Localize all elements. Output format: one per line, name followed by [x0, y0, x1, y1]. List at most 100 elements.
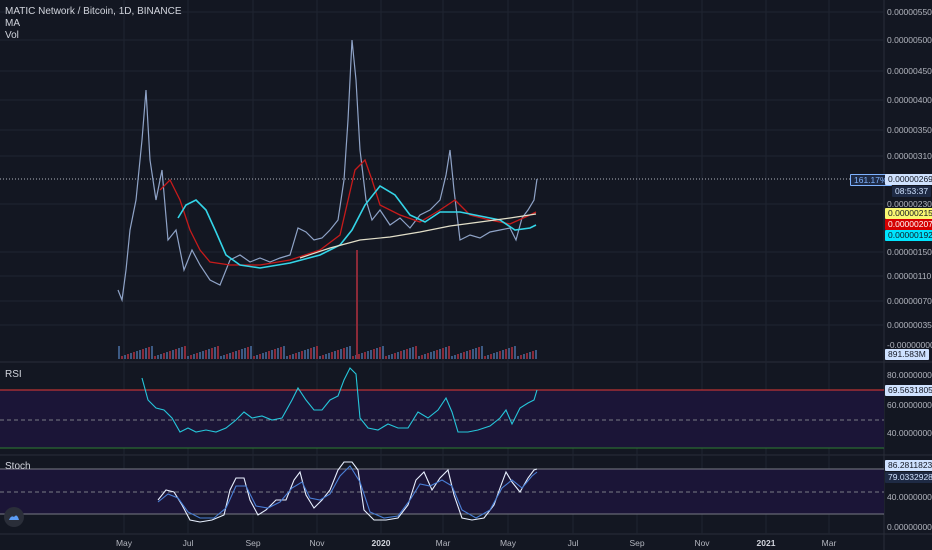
time-axis-label: Nov: [309, 538, 325, 548]
volume-bar: [247, 347, 249, 359]
volume-bar: [310, 348, 312, 359]
volume-bar: [340, 349, 342, 359]
volume-bar: [190, 355, 192, 359]
volume-bar: [382, 346, 384, 359]
stoch-axis-label: 0.00000000: [887, 522, 932, 532]
volume-bar: [514, 346, 516, 359]
volume-bar: [379, 347, 381, 359]
volume-bar: [337, 350, 339, 359]
price-axis-label: 0.00000070: [887, 296, 932, 306]
volume-bar: [535, 350, 537, 359]
volume-bar: [265, 352, 267, 359]
volume-bar: [199, 352, 201, 359]
volume-bar: [394, 353, 396, 359]
volume-bar: [508, 348, 510, 359]
volume-bar: [367, 351, 369, 359]
volume-bar: [124, 355, 126, 359]
volume-bar: [475, 348, 477, 359]
volume-bar: [505, 349, 507, 359]
volume-bar: [373, 349, 375, 359]
volume-bar: [526, 353, 528, 359]
ma2-price-tag: 0.00000207: [885, 219, 932, 230]
volume-bar: [211, 348, 213, 359]
price-axis-label: 0.00000450: [887, 66, 932, 76]
volume-bar: [262, 353, 264, 359]
price-axis-label: 0.00000550: [887, 7, 932, 17]
volume-bar: [352, 356, 354, 359]
rsi-value-tag: 69.56318057: [885, 385, 932, 396]
volume-bar: [433, 351, 435, 359]
rsi-line: [141, 367, 538, 433]
price-axis-label: 0.00000230: [887, 199, 932, 209]
volume-bar: [121, 356, 123, 359]
price-axis-label: 0.00000035: [887, 320, 932, 330]
volume-bar: [406, 349, 408, 359]
volume-bar: [409, 348, 411, 359]
ma-long-line: [299, 213, 537, 259]
volume-bar: [445, 347, 447, 359]
legend-ma[interactable]: MA: [5, 18, 20, 29]
volume-bar: [325, 354, 327, 359]
volume-bar: [316, 346, 318, 359]
volume-bar: [457, 354, 459, 359]
chart-title: MATIC Network / Bitcoin, 1D, BINANCE: [5, 6, 182, 17]
volume-bar: [439, 349, 441, 359]
volume-bar: [166, 352, 168, 359]
rsi-pane-label[interactable]: RSI: [5, 369, 22, 380]
volume-bar: [430, 352, 432, 359]
volume-bar: [481, 346, 483, 359]
volume-bar: [415, 346, 417, 359]
volume-bar: [301, 351, 303, 359]
volume-bar: [187, 356, 189, 359]
price-line: [117, 39, 538, 303]
volume-bar: [214, 347, 216, 359]
volume-bar: [403, 350, 405, 359]
volume-bar: [424, 354, 426, 359]
volume-bar: [322, 355, 324, 359]
price-axis-label: 0.00000150: [887, 247, 932, 257]
volume-bar: [217, 346, 219, 359]
ma-slow-line: [177, 184, 537, 269]
volume-bar: [244, 348, 246, 359]
volume-bar: [295, 353, 297, 359]
volume-bar: [529, 352, 531, 359]
time-axis-label: Sep: [629, 538, 645, 548]
time-axis-label: 2021: [756, 538, 776, 548]
volume-bar: [154, 356, 156, 359]
volume-bar: [205, 350, 207, 359]
rsi-axis-label: 40.00000000: [887, 428, 932, 438]
price-axis-label: -0.00000000: [887, 340, 932, 350]
price-axis-label: 0.00000350: [887, 125, 932, 135]
stoch-pane-label[interactable]: Stoch: [5, 461, 31, 472]
volume-bar: [151, 346, 153, 359]
volume-bar: [412, 347, 414, 359]
volume-bar: [400, 351, 402, 359]
volume-bar: [181, 347, 183, 359]
volume-bar: [511, 347, 513, 359]
volume-bar: [490, 354, 492, 359]
volume-bar: [313, 347, 315, 359]
price-axis-label: 0.00000500: [887, 35, 932, 45]
volume-tag: 891.583M: [885, 349, 929, 360]
volume-bar: [268, 351, 270, 359]
volume-bar: [484, 356, 486, 359]
volume-bar: [184, 346, 186, 359]
tradingview-logo-icon[interactable]: [4, 507, 24, 527]
ma-fast-line: [159, 158, 537, 266]
volume-bar: [385, 356, 387, 359]
volume-bar: [502, 350, 504, 359]
time-axis-label: Jul: [182, 538, 194, 548]
volume-bar: [283, 346, 285, 359]
time-axis-label: Jul: [567, 538, 579, 548]
countdown-tag: 08:53:37: [892, 186, 932, 197]
time-axis-label: May: [115, 538, 133, 548]
volume-bar: [496, 352, 498, 359]
last-price-tag: 0.00000269: [885, 174, 932, 185]
legend-vol[interactable]: Vol: [5, 30, 19, 41]
volume-bar: [478, 347, 480, 359]
volume-bar: [388, 355, 390, 359]
volume-bar: [376, 348, 378, 359]
volume-bar: [127, 354, 129, 359]
